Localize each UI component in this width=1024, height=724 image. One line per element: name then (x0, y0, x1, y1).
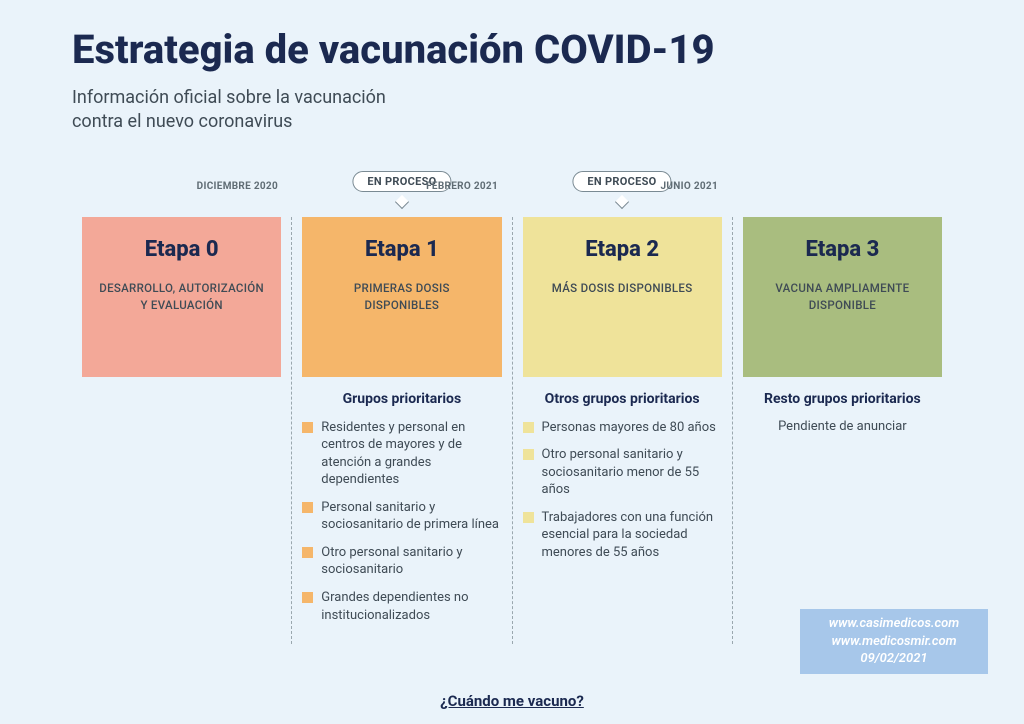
group-item: Trabajadores con una función esencial pa… (523, 509, 722, 562)
infographic-page: Estrategia de vacunación COVID-19 Inform… (0, 0, 1024, 724)
groups-block-etapa1: Grupos prioritarios Residentes y personal… (302, 391, 501, 624)
group-item: Personal sanitario y sociosanitario de p… (302, 499, 501, 534)
status-pointer-etapa1 (395, 195, 409, 209)
status-badge-etapa2: EN PROCESO (572, 171, 671, 192)
group-item-text: Residentes y personal en centros de mayo… (321, 419, 501, 489)
group-item-text: Otro personal sanitario y sociosanitario (321, 544, 501, 579)
stage-title: Etapa 2 (537, 237, 708, 262)
groups-heading: Grupos prioritarios (302, 391, 501, 407)
stage-card-etapa3: Etapa 3 VACUNA AMPLIAMENTE DISPONIBLE (743, 217, 942, 377)
stage-title: Etapa 0 (96, 237, 267, 262)
timeline-header-row: EN PROCESOEN PROCESODICIEMBRE 2020FEBRER… (72, 175, 952, 209)
group-bullet-icon (302, 547, 313, 558)
stage-col-etapa2: Etapa 2 MÁS DOSIS DISPONIBLES Otros grupos… (512, 217, 732, 644)
stage-title: Etapa 1 (316, 237, 487, 262)
stage-card-etapa2: Etapa 2 MÁS DOSIS DISPONIBLES (523, 217, 722, 377)
stage-desc: MÁS DOSIS DISPONIBLES (537, 280, 708, 297)
watermark-line: 09/02/2021 (808, 650, 980, 668)
group-item: Personas mayores de 80 años (523, 419, 722, 437)
groups-block-etapa3: Resto grupos prioritarios Pendiente de an… (743, 391, 942, 434)
group-bullet-icon (302, 422, 313, 433)
stage-desc: DESARROLLO, AUTORIZACIÓN Y EVALUACIÓN (96, 280, 267, 315)
group-item: Otro personal sanitario y sociosanitario (302, 544, 501, 579)
status-pointer-etapa2 (615, 195, 629, 209)
stage-col-etapa0: Etapa 0 DESARROLLO, AUTORIZACIÓN Y EVALUA… (72, 217, 291, 644)
stage-col-etapa1: Etapa 1 PRIMERAS DOSIS DISPONIBLES Grupos … (291, 217, 511, 644)
group-item: Otro personal sanitario y sociosanitario… (523, 446, 722, 499)
group-bullet-icon (523, 512, 534, 523)
groups-heading: Resto grupos prioritarios (743, 391, 942, 407)
stage-card-etapa1: Etapa 1 PRIMERAS DOSIS DISPONIBLES (302, 217, 501, 377)
header-cell-etapa3 (732, 175, 952, 209)
page-subtitle: Información oficial sobre la vacunaciónc… (72, 86, 952, 135)
groups-block-etapa2: Otros grupos prioritarios Personas mayore… (523, 391, 722, 562)
stage-desc: PRIMERAS DOSIS DISPONIBLES (316, 280, 487, 315)
group-item: Residentes y personal en centros de mayo… (302, 419, 501, 489)
group-list: Residentes y personal en centros de mayo… (302, 419, 501, 624)
page-title: Estrategia de vacunación COVID-19 (72, 28, 952, 72)
group-item-text: Grandes dependientes no institucionaliza… (321, 589, 501, 624)
group-item-text: Personas mayores de 80 años (542, 419, 716, 437)
group-item-text: Otro personal sanitario y sociosanitario… (542, 446, 722, 499)
date-label: FEBRERO 2021 (426, 181, 498, 192)
watermark-line: www.medicosmir.com (808, 633, 980, 651)
watermark-line: www.casimedicos.com (808, 615, 980, 633)
group-item: Grandes dependientes no institucionaliza… (302, 589, 501, 624)
group-bullet-icon (523, 449, 534, 460)
group-bullet-icon (302, 592, 313, 603)
group-item-text: Personal sanitario y sociosanitario de p… (321, 499, 501, 534)
date-label: JUNIO 2021 (661, 181, 719, 192)
group-bullet-icon (523, 422, 534, 433)
stage-title: Etapa 3 (757, 237, 928, 262)
group-bullet-icon (302, 502, 313, 513)
groups-heading: Otros grupos prioritarios (523, 391, 722, 407)
footer-link[interactable]: ¿Cuándo me vacuno? (0, 692, 1024, 710)
date-label: DICIEMBRE 2020 (197, 181, 278, 192)
timeline: EN PROCESOEN PROCESODICIEMBRE 2020FEBRER… (72, 175, 952, 644)
stage-col-etapa3: Etapa 3 VACUNA AMPLIAMENTE DISPONIBLE Rest… (732, 217, 952, 644)
stage-card-etapa0: Etapa 0 DESARROLLO, AUTORIZACIÓN Y EVALUA… (82, 217, 281, 377)
group-item-text: Trabajadores con una función esencial pa… (542, 509, 722, 562)
group-list: Personas mayores de 80 años Otro personal… (523, 419, 722, 562)
stages-row: Etapa 0 DESARROLLO, AUTORIZACIÓN Y EVALUA… (72, 217, 952, 644)
groups-text: Pendiente de anunciar (743, 419, 942, 434)
watermark: www.casimedicos.comwww.medicosmir.com09/… (800, 609, 988, 674)
stage-desc: VACUNA AMPLIAMENTE DISPONIBLE (757, 280, 928, 315)
